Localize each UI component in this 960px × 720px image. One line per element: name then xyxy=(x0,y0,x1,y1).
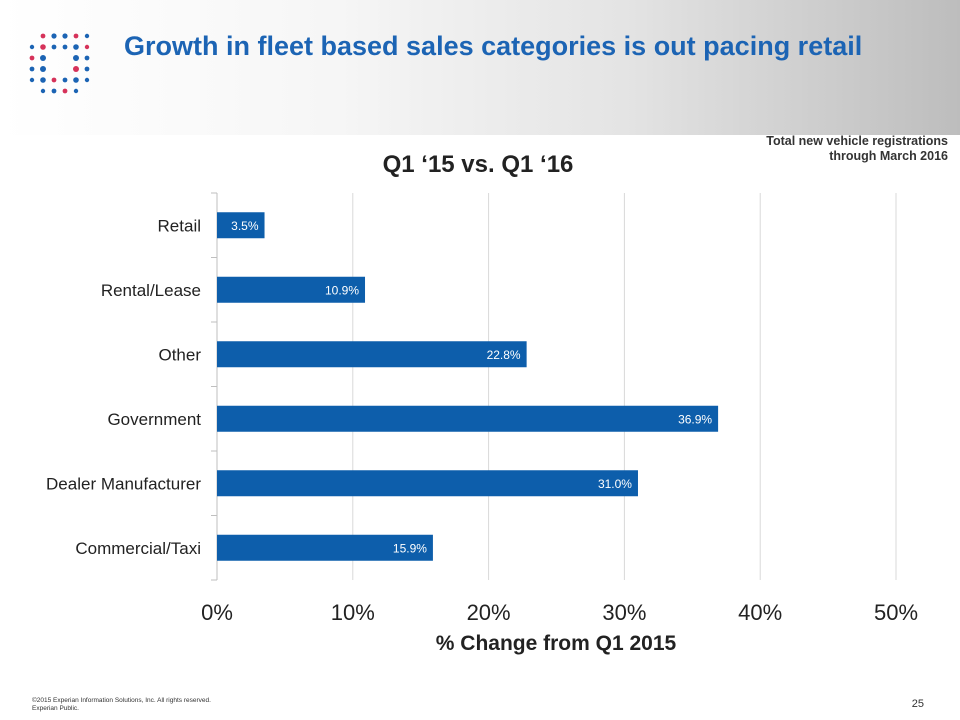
data-label: 22.8% xyxy=(487,348,521,362)
logo-dot xyxy=(29,66,35,72)
logo-dot xyxy=(40,33,46,39)
logo-dot xyxy=(29,77,35,83)
bar xyxy=(217,405,719,432)
logo-dot xyxy=(84,66,90,72)
data-label: 10.9% xyxy=(325,283,359,297)
bar xyxy=(217,212,265,239)
source-note-line-1: Total new vehicle registrations xyxy=(766,134,948,148)
logo-dot xyxy=(62,88,68,94)
category-label: Government xyxy=(107,410,201,429)
logo-dot xyxy=(51,44,57,50)
x-axis-label: % Change from Q1 2015 xyxy=(436,632,677,655)
data-label: 31.0% xyxy=(598,477,632,491)
category-label: Rental/Lease xyxy=(101,281,201,300)
logo-dot xyxy=(40,55,46,61)
page-number: 25 xyxy=(911,698,924,710)
category-label: Other xyxy=(158,345,201,364)
logo-dot xyxy=(62,77,68,83)
logo-dot xyxy=(84,77,90,83)
logo-dot xyxy=(62,44,68,50)
source-note: Total new vehicle registrations through … xyxy=(648,134,948,164)
category-label: Retail xyxy=(158,216,201,235)
logo-dot xyxy=(73,33,79,39)
logo-dot xyxy=(40,88,46,94)
x-tick-label: 10% xyxy=(331,600,375,625)
experian-logo-icon xyxy=(29,33,90,94)
logo-dot xyxy=(40,77,46,83)
footer-copyright: ©2015 Experian Information Solutions, In… xyxy=(32,697,211,713)
logo-dot xyxy=(73,66,79,72)
x-tick-label: 0% xyxy=(201,600,233,625)
x-tick-label: 20% xyxy=(467,600,511,625)
category-axis xyxy=(211,192,218,581)
footer-copyright-line-2: Experian Public. xyxy=(32,705,79,712)
logo-dot xyxy=(84,55,90,61)
logo-dot xyxy=(84,44,90,50)
header-band xyxy=(0,0,960,135)
category-label: Dealer Manufacturer xyxy=(46,474,201,493)
logo-dot xyxy=(40,66,46,72)
gridlines xyxy=(352,193,897,580)
logo-dot xyxy=(40,44,46,50)
bar xyxy=(217,341,527,368)
logo-dot xyxy=(29,44,35,50)
logo-dot xyxy=(84,33,90,39)
data-label: 36.9% xyxy=(678,412,712,426)
category-label: Commercial/Taxi xyxy=(75,539,201,558)
logo-dot xyxy=(62,33,68,39)
logo-dot xyxy=(73,77,79,83)
chart-title: Q1 ‘15 vs. Q1 ‘16 xyxy=(383,151,574,178)
slide-title: Growth in fleet based sales categories i… xyxy=(124,31,863,61)
data-label: 15.9% xyxy=(393,541,427,555)
data-label: 3.5% xyxy=(231,219,259,233)
bars: 3.5% Retail 10.9% Rental/Lease 22.8% Other 36.… xyxy=(46,212,719,561)
source-note-line-2: through March 2016 xyxy=(829,149,948,163)
x-tick-label: 50% xyxy=(874,600,918,625)
logo-dot xyxy=(73,44,79,50)
logo-dot xyxy=(51,77,57,83)
logo-dot xyxy=(51,33,57,39)
logo-dot xyxy=(51,88,57,94)
x-axis-ticks: 0% 10% 20% 30% 40% 50% xyxy=(201,600,918,625)
bar xyxy=(217,276,366,303)
footer-copyright-line-1: ©2015 Experian Information Solutions, In… xyxy=(32,697,211,704)
bar xyxy=(217,470,638,497)
logo-dot xyxy=(73,88,79,94)
logo-dot xyxy=(29,55,35,61)
logo-dot xyxy=(73,55,79,61)
x-tick-label: 30% xyxy=(602,600,646,625)
x-tick-label: 40% xyxy=(738,600,782,625)
bar xyxy=(217,534,433,561)
bar-chart: Q1 ‘15 vs. Q1 ‘16 3.5% Retail 10.9% Rental/… xyxy=(46,151,918,655)
